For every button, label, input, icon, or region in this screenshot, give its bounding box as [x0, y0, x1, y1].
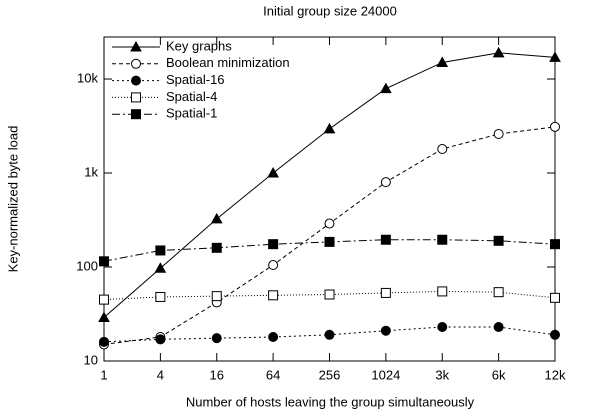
- marker: [324, 329, 335, 340]
- x-tick-label: 64: [266, 367, 280, 382]
- legend-marker: [131, 92, 141, 103]
- marker: [324, 289, 335, 300]
- legend-label: Boolean minimization: [166, 55, 290, 70]
- legend-label: Spatial-1: [166, 106, 217, 121]
- legend-label: Spatial-4: [166, 89, 217, 104]
- y-tick-label: 100: [76, 258, 98, 273]
- marker: [324, 236, 335, 247]
- x-axis-label: Number of hosts leaving the group simult…: [186, 394, 475, 409]
- x-tick-label: 256: [319, 367, 341, 382]
- marker: [550, 121, 560, 132]
- marker: [267, 166, 279, 178]
- marker: [380, 82, 392, 94]
- marker: [211, 242, 222, 253]
- y-tick-label: 1k: [84, 164, 98, 179]
- legend-marker: [131, 58, 141, 69]
- marker: [493, 322, 504, 333]
- marker: [99, 294, 109, 305]
- marker: [437, 144, 448, 155]
- marker: [268, 332, 279, 343]
- y-tick-label: 10k: [77, 70, 98, 85]
- x-tick-label: 16: [210, 367, 224, 382]
- marker: [268, 239, 279, 250]
- marker: [550, 329, 560, 340]
- marker: [550, 239, 560, 250]
- x-tick-label: 4: [157, 367, 164, 382]
- chart-title: Initial group size 24000: [263, 3, 397, 18]
- legend-marker: [131, 109, 141, 120]
- y-axis-label: Key-normalized byte load: [5, 126, 20, 273]
- marker: [98, 311, 110, 323]
- marker: [492, 46, 505, 58]
- marker: [99, 336, 109, 347]
- marker: [437, 322, 448, 333]
- marker: [323, 122, 336, 134]
- x-tick-label: 3k: [435, 367, 449, 382]
- marker: [324, 218, 335, 229]
- marker: [268, 260, 279, 271]
- legend-marker: [130, 40, 142, 52]
- y-tick-label: 10: [84, 352, 98, 367]
- x-tick-label: 6k: [492, 367, 506, 382]
- marker: [380, 234, 391, 245]
- marker: [380, 325, 391, 336]
- marker: [155, 245, 166, 256]
- marker: [154, 262, 167, 273]
- marker: [493, 287, 504, 298]
- legend-label: Key graphs: [166, 38, 232, 53]
- marker: [155, 291, 166, 302]
- legend-marker: [131, 75, 141, 86]
- marker: [436, 56, 449, 67]
- series-line: [103, 126, 556, 345]
- marker: [550, 292, 560, 303]
- marker: [155, 334, 166, 345]
- marker: [380, 287, 391, 298]
- marker: [99, 256, 109, 267]
- legend-label: Spatial-16: [166, 72, 225, 87]
- marker: [268, 290, 279, 301]
- marker: [211, 291, 222, 302]
- x-tick-label: 1: [100, 367, 107, 382]
- marker: [549, 51, 561, 62]
- x-tick-label: 1024: [371, 367, 400, 382]
- x-tick-label: 12k: [545, 367, 566, 382]
- marker: [437, 286, 448, 297]
- marker: [210, 212, 223, 224]
- marker: [493, 129, 504, 140]
- marker: [437, 234, 448, 245]
- marker: [211, 333, 222, 344]
- marker: [493, 235, 504, 246]
- marker: [380, 177, 391, 188]
